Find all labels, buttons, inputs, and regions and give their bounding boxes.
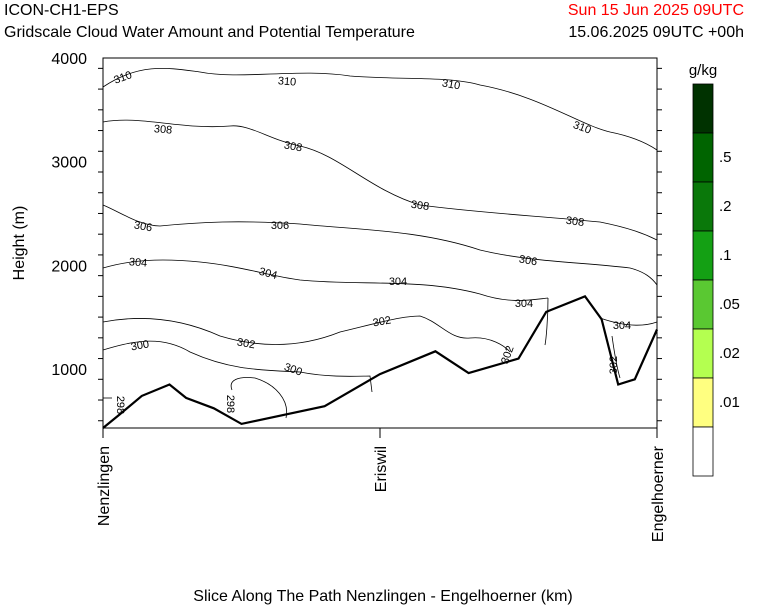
x-axis-label: Slice Along The Path Nenzlingen - Engelh… [193, 588, 573, 605]
contour-label: 302 [372, 314, 392, 329]
colorbar-swatch [692, 328, 714, 379]
contour-304b [544, 297, 549, 346]
x-location-label: Eriswil [373, 446, 390, 492]
y-axis-label: Height (m) [11, 206, 28, 281]
colorbar-level-label: .2 [719, 198, 732, 215]
colorbar-level-label: .02 [719, 345, 740, 362]
contour-302b [611, 335, 621, 379]
x-location-label: Engelhoerner [650, 445, 667, 542]
init-time: 15.06.2025 09UTC +00h [568, 24, 744, 41]
contour-label: 308 [565, 215, 585, 229]
colorbar-level-label: .01 [719, 394, 740, 411]
contour-label: 308 [410, 199, 430, 213]
plot-frame [102, 57, 658, 429]
contour-label: 304 [258, 266, 279, 282]
contour-label: 308 [153, 123, 172, 137]
chart-title: Gridscale Cloud Water Amount and Potenti… [4, 24, 415, 41]
contour-306 [102, 204, 658, 286]
contour-300 [102, 340, 373, 393]
contour-label: 304 [515, 298, 533, 310]
contour-label: 298 [224, 395, 236, 413]
colorbar-unit: g/kg [689, 62, 717, 79]
contour-308 [102, 119, 658, 241]
contour-label: 306 [271, 220, 289, 232]
colorbar-swatch [692, 230, 714, 281]
colorbar-level-label: .5 [719, 149, 732, 166]
colorbar-swatch [692, 279, 714, 330]
contour-304 [102, 259, 549, 301]
contour-label: 310 [112, 69, 133, 87]
y-tick-label: 2000 [51, 258, 87, 275]
y-tick-label: 3000 [51, 155, 87, 172]
isentrope-contours [102, 68, 658, 419]
contour-label: 300 [130, 338, 150, 353]
colorbar-swatch [692, 426, 714, 477]
y-tick-label: 1000 [51, 362, 87, 379]
contour-label: 300 [282, 361, 303, 379]
model-name: ICON-CH1-EPS [4, 2, 119, 19]
x-location-label: Nenzlingen [96, 446, 113, 526]
terrain-profile [102, 295, 659, 429]
colorbar-swatch [692, 377, 714, 428]
colorbar-swatch [692, 181, 714, 232]
contour-304c [599, 317, 658, 326]
contour-298b [230, 377, 288, 419]
contour-label: 310 [277, 75, 296, 89]
contour-label: 298 [114, 396, 126, 414]
contour-label: 310 [571, 119, 592, 137]
contour-label: 304 [389, 276, 407, 288]
colorbar-level-label: .1 [719, 247, 732, 264]
colorbar-swatch [692, 83, 714, 134]
contour-label: 304 [128, 256, 147, 270]
contour-label: 306 [518, 253, 538, 268]
colorbar-swatch [692, 132, 714, 183]
contour-302 [102, 315, 511, 353]
contour-label: 308 [283, 139, 303, 154]
valid-time: Sun 15 Jun 2025 09UTC [567, 2, 744, 19]
contour-label: 306 [133, 219, 153, 234]
contour-label: 304 [613, 320, 631, 332]
contour-label: 310 [441, 77, 461, 92]
contour-310 [102, 68, 658, 151]
colorbar-level-label: .05 [719, 296, 740, 313]
y-tick-label: 4000 [51, 51, 87, 68]
contour-label: 302 [236, 336, 256, 351]
